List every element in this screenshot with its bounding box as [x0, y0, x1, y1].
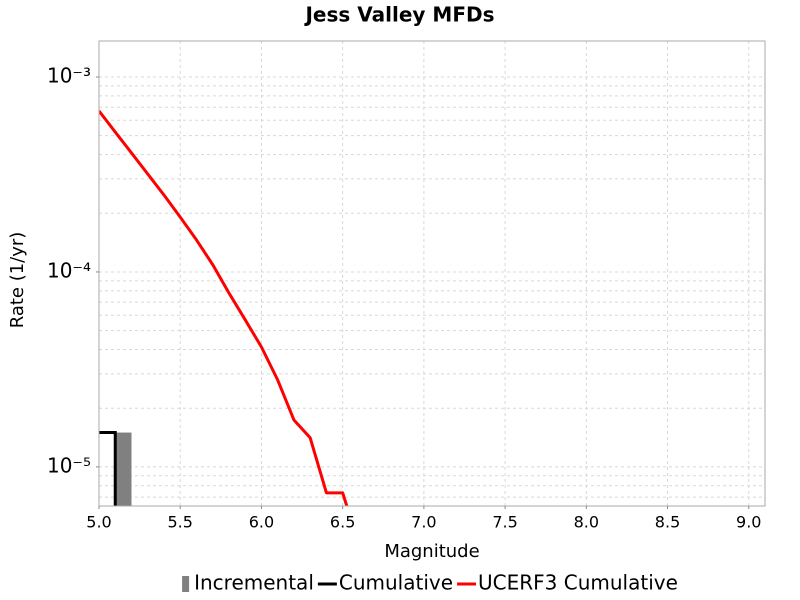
x-tick-label: 7.5 [492, 513, 517, 532]
x-tick-label: 6.0 [249, 513, 274, 532]
y-tick-label: 10⁻⁴ [47, 258, 91, 282]
legend: Incremental Cumulative UCERF3 Cumulative [182, 571, 678, 595]
legend-label: UCERF3 Cumulative [478, 571, 678, 595]
legend-item: Cumulative [317, 571, 453, 595]
grid [98, 41, 765, 506]
x-tick-label: 5.5 [167, 513, 192, 532]
line [99, 109, 349, 506]
y-tick-label: 10⁻⁵ [47, 453, 91, 477]
legend-label: Incremental [194, 571, 314, 595]
x-tick-label: 6.5 [330, 513, 355, 532]
legend-item: Incremental [182, 571, 314, 595]
y-tick-label: 10⁻³ [47, 64, 91, 88]
legend-item: UCERF3 Cumulative [457, 571, 678, 595]
y-axis-label: Rate (1/yr) [7, 232, 28, 329]
legend-label: Cumulative [339, 571, 453, 595]
x-axis-label: Magnitude [384, 541, 479, 562]
step-line [99, 431, 117, 506]
x-tick-label: 7.0 [411, 513, 436, 532]
x-tick-label: 5.0 [86, 513, 111, 532]
x-tick-label: 9.0 [736, 513, 761, 532]
chart-title: Jess Valley MFDs [303, 3, 494, 27]
legend-swatch [182, 576, 190, 592]
x-tick-label: 8.0 [574, 513, 599, 532]
bar [115, 432, 132, 506]
plot-data [99, 109, 349, 506]
x-tick-label: 8.5 [655, 513, 680, 532]
plot-frame [98, 40, 766, 507]
